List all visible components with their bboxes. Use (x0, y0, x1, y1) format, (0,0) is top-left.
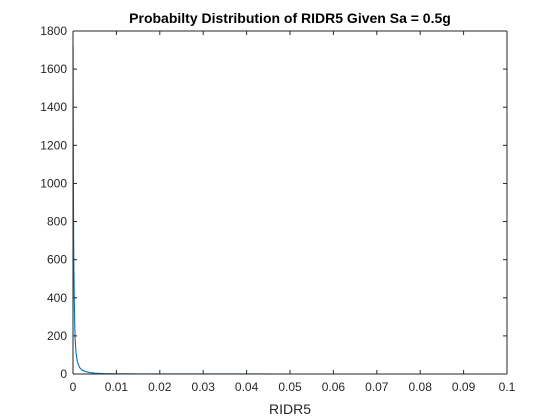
x-tick-label: 0.06 (322, 380, 346, 394)
chart-title: Probabilty Distribution of RIDR5 Given S… (129, 10, 451, 26)
y-tick-label: 1200 (40, 138, 67, 152)
y-tick-label: 600 (47, 253, 67, 267)
plot-area (73, 31, 507, 374)
plot-background (73, 31, 507, 374)
x-tick-label: 0.03 (192, 380, 216, 394)
y-tick-label: 1800 (40, 24, 67, 38)
y-tick-label: 800 (47, 215, 67, 229)
y-tick-label: 1400 (40, 100, 67, 114)
x-axis-label: RIDR5 (269, 401, 311, 417)
y-tick-label: 0 (60, 367, 67, 381)
ticks-layer: 0 0.01 0.02 0.03 0.04 0.05 0.06 0.07 0.08 0.09 0.1… (40, 24, 515, 394)
x-tick-label: 0.1 (499, 380, 516, 394)
x-tick-label: 0.05 (278, 380, 302, 394)
x-tick-label: 0.07 (365, 380, 389, 394)
y-tick-label: 1000 (40, 176, 67, 190)
y-tick-label: 1600 (40, 62, 67, 76)
x-tick-label: 0.09 (452, 380, 476, 394)
x-tick-label: 0 (70, 380, 77, 394)
y-tick-label: 400 (47, 291, 67, 305)
x-tick-label: 0.08 (409, 380, 433, 394)
x-tick-label: 0.02 (148, 380, 172, 394)
y-tick-label: 200 (47, 329, 67, 343)
x-tick-label: 0.04 (235, 380, 259, 394)
x-tick-label: 0.01 (105, 380, 129, 394)
